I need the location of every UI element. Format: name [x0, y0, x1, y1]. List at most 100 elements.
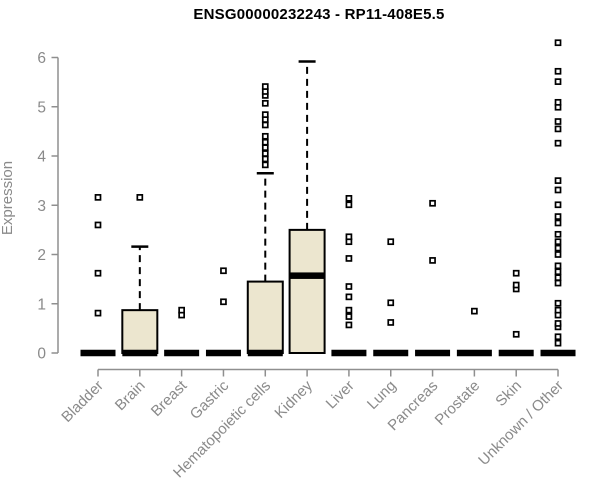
outlier-point: [554, 268, 562, 276]
outlier-point: [554, 98, 562, 106]
boxplot-lung: [373, 238, 409, 357]
x-tick-label: Breast: [148, 377, 191, 420]
boxplot-kidney: [288, 60, 326, 354]
outlier-point: [94, 309, 102, 317]
median-line: [373, 349, 409, 357]
outlier-point: [554, 177, 562, 184]
outlier-point: [512, 281, 520, 289]
outlier-point: [345, 201, 353, 209]
outlier-point: [220, 298, 227, 306]
boxplot-breast: [164, 306, 200, 357]
outlier-point: [471, 307, 478, 315]
y-tick-label: 1: [37, 296, 46, 313]
outlier-point: [261, 111, 269, 118]
outlier-point: [429, 199, 436, 207]
box: [288, 228, 326, 354]
outlier-point: [345, 233, 353, 241]
outlier-point: [554, 279, 562, 287]
outlier-point: [554, 339, 562, 347]
median-line: [540, 349, 576, 357]
outlier-point: [512, 330, 520, 338]
median-line: [289, 272, 325, 279]
outlier-point: [387, 299, 395, 307]
outlier-point: [261, 161, 269, 169]
x-tick-label: Lung: [364, 377, 400, 413]
y-tick-label: 5: [37, 99, 46, 116]
outlier-point: [554, 118, 562, 125]
outlier-point: [554, 139, 562, 147]
outlier-point: [429, 257, 436, 264]
y-tick-label: 0: [37, 346, 46, 363]
outlier-point: [554, 125, 562, 133]
outlier-point: [220, 267, 227, 275]
median-line: [164, 349, 200, 357]
box: [121, 309, 159, 354]
outlier-point: [345, 293, 353, 301]
outlier-point: [261, 132, 269, 140]
outlier-point: [261, 83, 269, 90]
outlier-point: [387, 238, 395, 246]
outlier-point: [512, 269, 520, 277]
boxplot-prostate: [456, 307, 492, 357]
outlier-point: [554, 213, 562, 220]
boxplot-pancreas: [415, 199, 451, 357]
outlier-point: [554, 186, 562, 194]
outlier-point: [345, 321, 353, 329]
outlier-point: [554, 230, 562, 238]
boxplot-liver: [331, 195, 367, 357]
x-tick-label: Bladder: [58, 377, 107, 426]
outlier-point: [261, 150, 269, 157]
median-line: [80, 349, 116, 357]
boxplot-hematopoietic-cells: [246, 83, 284, 357]
outlier-point: [178, 306, 185, 314]
outlier-point: [261, 144, 269, 151]
outlier-point: [554, 320, 562, 327]
boxplot-skin: [498, 269, 534, 357]
outlier-point: [261, 99, 269, 107]
outlier-point: [554, 201, 562, 209]
outlier-point: [261, 155, 269, 163]
outlier-point: [261, 121, 269, 129]
median-line: [498, 349, 534, 357]
outlier-point: [554, 274, 562, 281]
box: [246, 280, 284, 354]
outlier-point: [261, 138, 269, 146]
boxplot-brain: [121, 194, 159, 357]
boxplot-unknown-other: [540, 39, 576, 357]
median-line: [415, 349, 451, 357]
outlier-point: [94, 194, 102, 201]
outlier-point: [554, 78, 562, 85]
outlier-point: [554, 244, 562, 252]
x-tick-label: Kidney: [271, 377, 316, 422]
median-line: [247, 349, 283, 357]
chart-title: ENSG00000232243 - RP11-408E5.5: [193, 6, 445, 23]
x-tick-label: Brain: [112, 377, 149, 414]
y-tick-label: 2: [37, 247, 46, 264]
outlier-point: [94, 269, 102, 277]
outlier-point: [345, 313, 353, 320]
outlier-point: [554, 219, 562, 227]
x-tick-label: Liver: [323, 377, 358, 412]
boxplot-bladder: [80, 194, 116, 357]
x-tick-label: Prostate: [432, 377, 484, 429]
median-line: [122, 349, 158, 357]
outlier-point: [136, 194, 144, 201]
outlier-point: [387, 319, 395, 326]
outlier-point: [554, 67, 562, 75]
y-tick-label: 6: [37, 50, 46, 67]
outlier-point: [554, 39, 562, 47]
median-line: [331, 349, 367, 357]
outlier-point: [345, 306, 353, 314]
median-line: [456, 349, 492, 357]
y-tick-label: 3: [37, 198, 46, 215]
outlier-point: [345, 283, 353, 290]
boxplot-gastric: [205, 267, 241, 357]
outlier-point: [345, 255, 353, 262]
outlier-point: [554, 299, 562, 307]
outlier-point: [554, 238, 562, 246]
outlier-point: [554, 306, 562, 314]
outlier-point: [554, 251, 562, 258]
